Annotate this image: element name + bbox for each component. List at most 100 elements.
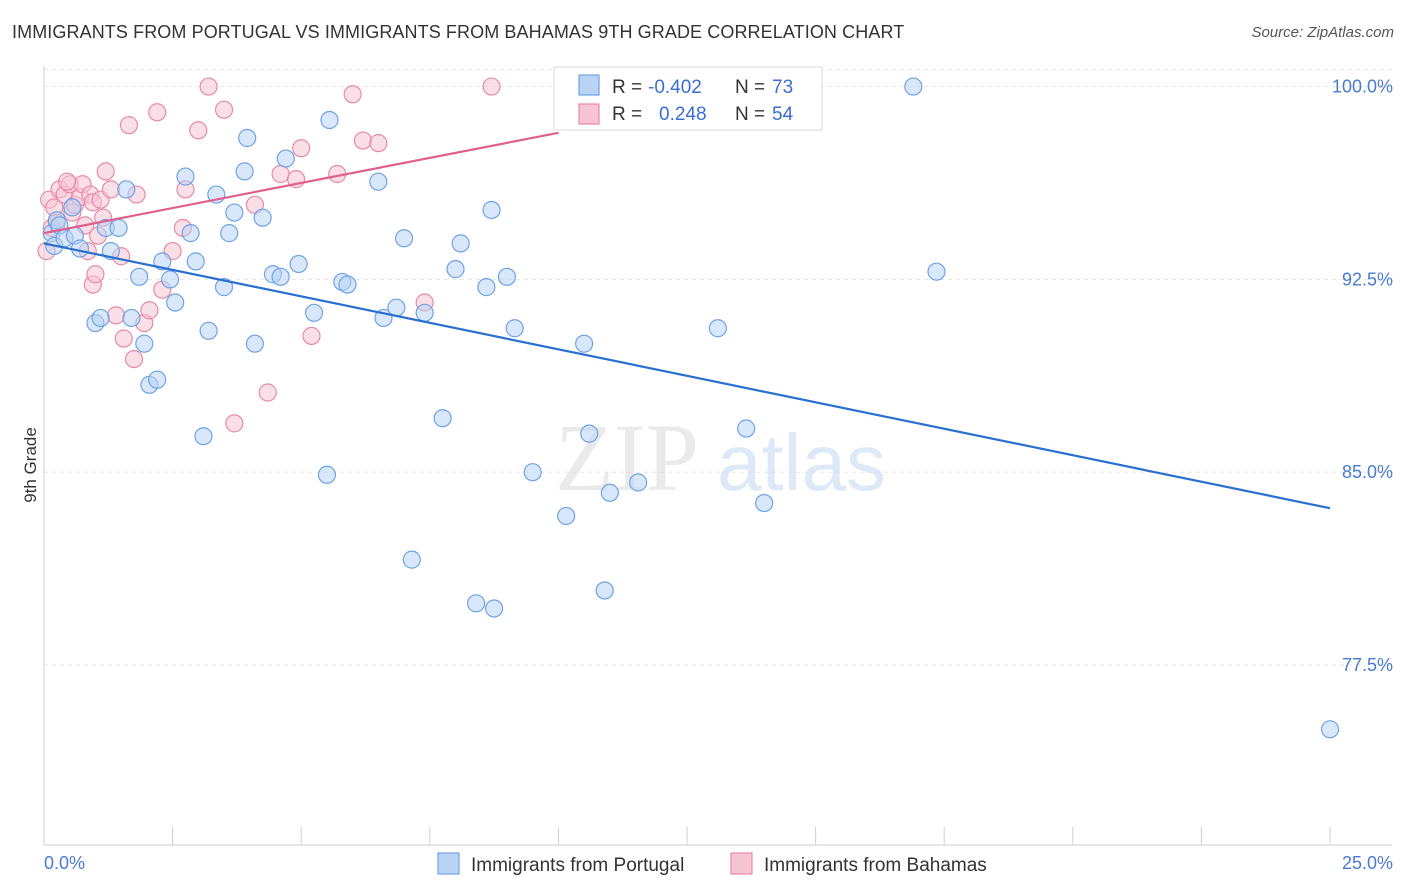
point-portugal <box>160 270 180 289</box>
legend-n-value-portugal: 73 <box>772 77 793 98</box>
point-portugal <box>580 424 599 443</box>
point-portugal <box>225 203 244 222</box>
point-portugal <box>523 463 542 482</box>
point-portugal <box>63 198 82 217</box>
bottom-legend: Immigrants from Portugal Immigrants from… <box>437 852 987 876</box>
point-bahamas <box>124 349 144 369</box>
point-portugal <box>575 334 594 353</box>
point-portugal <box>451 234 470 253</box>
point-bahamas <box>482 77 501 96</box>
point-portugal <box>245 334 265 353</box>
point-portugal <box>148 370 167 389</box>
series-bahamas <box>37 77 599 433</box>
trend-lines <box>43 131 1331 510</box>
point-portugal <box>235 162 254 181</box>
point-bahamas <box>189 121 208 140</box>
point-portugal <box>595 581 614 600</box>
point-portugal <box>629 473 648 492</box>
point-portugal <box>477 278 496 297</box>
legend-r-label-portugal: R = <box>612 77 642 98</box>
point-portugal <box>904 77 923 96</box>
point-bahamas <box>58 172 77 191</box>
point-portugal <box>276 149 295 168</box>
legend-n-label-bahamas: N = <box>735 104 765 125</box>
y-tick-label: 100.0% <box>1332 77 1393 97</box>
point-bahamas <box>148 103 167 122</box>
point-portugal <box>153 252 172 271</box>
point-portugal <box>253 208 272 227</box>
point-portugal <box>186 252 205 271</box>
stats-legend: R = -0.402 N = 73 R = 0.248 N = 54 <box>553 66 823 131</box>
legend-r-label-bahamas: R = <box>612 104 642 125</box>
point-bahamas <box>86 265 105 284</box>
x-tick-label-min: 0.0% <box>44 853 85 873</box>
point-portugal <box>485 599 504 618</box>
point-portugal <box>557 506 576 526</box>
watermark-zip: ZIP <box>555 404 699 511</box>
point-bahamas <box>114 329 133 348</box>
point-portugal <box>176 167 195 186</box>
point-portugal <box>130 267 149 286</box>
point-portugal <box>446 260 465 279</box>
point-portugal <box>317 465 337 484</box>
chart-title: IMMIGRANTS FROM PORTUGAL VS IMMIGRANTS F… <box>12 22 905 42</box>
bottom-legend-label-bahamas: Immigrants from Bahamas <box>764 855 987 876</box>
point-portugal <box>369 172 388 191</box>
point-portugal <box>600 483 619 502</box>
bottom-legend-label-portugal: Immigrants from Portugal <box>471 855 684 876</box>
series-portugal <box>42 77 1340 739</box>
bottom-legend-swatch-bahamas <box>730 852 753 875</box>
point-portugal <box>238 128 257 148</box>
point-bahamas <box>258 383 277 402</box>
point-portugal <box>497 267 517 286</box>
point-bahamas <box>353 131 373 150</box>
point-portugal <box>181 224 200 243</box>
point-portugal <box>122 308 141 328</box>
y-tick-label: 77.5% <box>1342 655 1393 675</box>
point-portugal <box>394 229 414 248</box>
legend-swatch-portugal <box>578 74 600 96</box>
point-portugal <box>304 303 324 322</box>
legend-n-value-bahamas: 54 <box>772 104 794 125</box>
tick-labels: 100.0% 92.5% 85.0% 77.5% 0.0% 25.0% <box>44 77 1393 873</box>
point-portugal <box>505 319 524 338</box>
point-bahamas <box>225 414 244 433</box>
point-portugal <box>220 224 239 243</box>
point-portugal <box>737 419 756 438</box>
point-portugal <box>708 319 727 338</box>
legend-swatch-bahamas <box>578 103 600 125</box>
y-tick-label: 85.0% <box>1342 462 1393 482</box>
point-bahamas <box>106 306 126 325</box>
point-portugal <box>109 218 128 238</box>
point-portugal <box>482 200 501 220</box>
point-bahamas <box>292 139 311 158</box>
point-portugal <box>117 180 136 199</box>
legend-n-label-portugal: N = <box>735 77 765 98</box>
legend-r-value-portugal: -0.402 <box>648 77 702 98</box>
y-tick-label: 92.5% <box>1342 269 1393 289</box>
point-bahamas <box>369 134 388 153</box>
point-bahamas <box>96 162 115 181</box>
point-portugal <box>271 267 290 286</box>
grid <box>44 69 1392 666</box>
point-portugal <box>166 293 185 312</box>
point-portugal <box>927 262 946 281</box>
point-portugal <box>289 254 308 274</box>
point-portugal <box>135 334 154 353</box>
point-portugal <box>466 594 486 613</box>
point-portugal <box>214 278 234 297</box>
point-bahamas <box>119 116 138 135</box>
y-axis-label: 9th Grade <box>21 427 40 503</box>
point-bahamas <box>101 180 120 199</box>
point-bahamas <box>140 301 159 320</box>
bottom-legend-swatch-portugal <box>437 852 460 875</box>
point-bahamas <box>199 77 218 96</box>
point-portugal <box>91 308 110 328</box>
point-portugal <box>433 409 452 428</box>
point-portugal <box>402 550 421 569</box>
point-portugal <box>1320 720 1340 739</box>
point-bahamas <box>214 100 234 119</box>
trend-line-bahamas <box>43 131 559 235</box>
point-portugal <box>194 427 213 446</box>
